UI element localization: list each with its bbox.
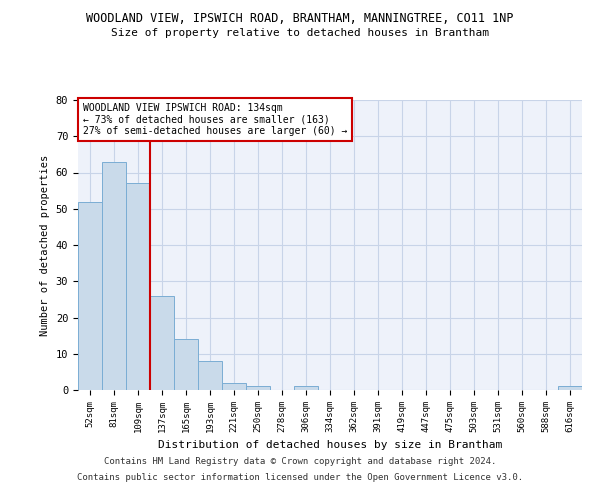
Bar <box>294 386 318 390</box>
Y-axis label: Number of detached properties: Number of detached properties <box>40 154 50 336</box>
Text: Contains HM Land Registry data © Crown copyright and database right 2024.: Contains HM Land Registry data © Crown c… <box>104 458 496 466</box>
X-axis label: Distribution of detached houses by size in Brantham: Distribution of detached houses by size … <box>158 440 502 450</box>
Bar <box>558 386 582 390</box>
Text: WOODLAND VIEW, IPSWICH ROAD, BRANTHAM, MANNINGTREE, CO11 1NP: WOODLAND VIEW, IPSWICH ROAD, BRANTHAM, M… <box>86 12 514 26</box>
Bar <box>78 202 102 390</box>
Text: Contains public sector information licensed under the Open Government Licence v3: Contains public sector information licen… <box>77 472 523 482</box>
Text: Size of property relative to detached houses in Brantham: Size of property relative to detached ho… <box>111 28 489 38</box>
Text: WOODLAND VIEW IPSWICH ROAD: 134sqm
← 73% of detached houses are smaller (163)
27: WOODLAND VIEW IPSWICH ROAD: 134sqm ← 73%… <box>83 103 347 136</box>
Bar <box>198 361 222 390</box>
Bar <box>246 386 270 390</box>
Bar <box>126 184 150 390</box>
Bar <box>102 162 126 390</box>
Bar <box>150 296 174 390</box>
Bar <box>222 383 246 390</box>
Bar <box>174 339 198 390</box>
